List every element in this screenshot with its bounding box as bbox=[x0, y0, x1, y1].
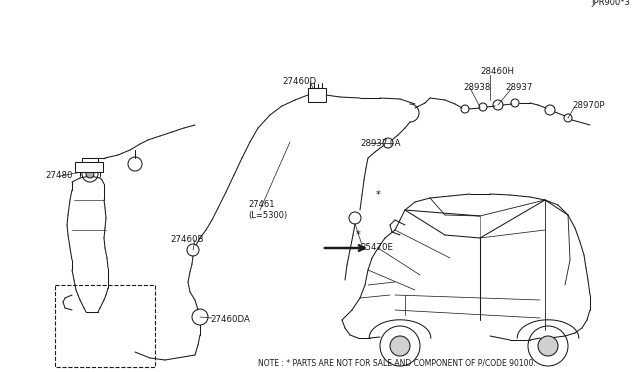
Text: NOTE : * PARTS ARE NOT FOR SALE AND COMPONENT OF P/CODE 90100.: NOTE : * PARTS ARE NOT FOR SALE AND COMP… bbox=[258, 359, 536, 368]
Bar bbox=[55, 285, 155, 367]
Text: JPR900*3: JPR900*3 bbox=[591, 0, 630, 7]
Text: 27461
(L=5300): 27461 (L=5300) bbox=[248, 200, 287, 220]
Text: *: * bbox=[376, 190, 380, 200]
Text: 28938: 28938 bbox=[463, 83, 490, 93]
Text: 28937+A: 28937+A bbox=[360, 138, 401, 148]
Text: 28970P: 28970P bbox=[572, 100, 605, 109]
Text: *: * bbox=[356, 230, 360, 240]
Circle shape bbox=[538, 336, 558, 356]
Text: 28937: 28937 bbox=[505, 83, 532, 93]
Text: 27460DA: 27460DA bbox=[210, 315, 250, 324]
Bar bbox=[75, 162, 103, 172]
Text: 27460B: 27460B bbox=[170, 235, 204, 244]
Text: 27460D: 27460D bbox=[282, 77, 316, 87]
Bar bbox=[308, 88, 326, 102]
Bar bbox=[82, 158, 98, 166]
Text: 25470E: 25470E bbox=[360, 244, 393, 253]
Text: 27480: 27480 bbox=[45, 170, 72, 180]
Text: 28460H: 28460H bbox=[480, 67, 514, 77]
Circle shape bbox=[86, 170, 94, 178]
Circle shape bbox=[390, 336, 410, 356]
